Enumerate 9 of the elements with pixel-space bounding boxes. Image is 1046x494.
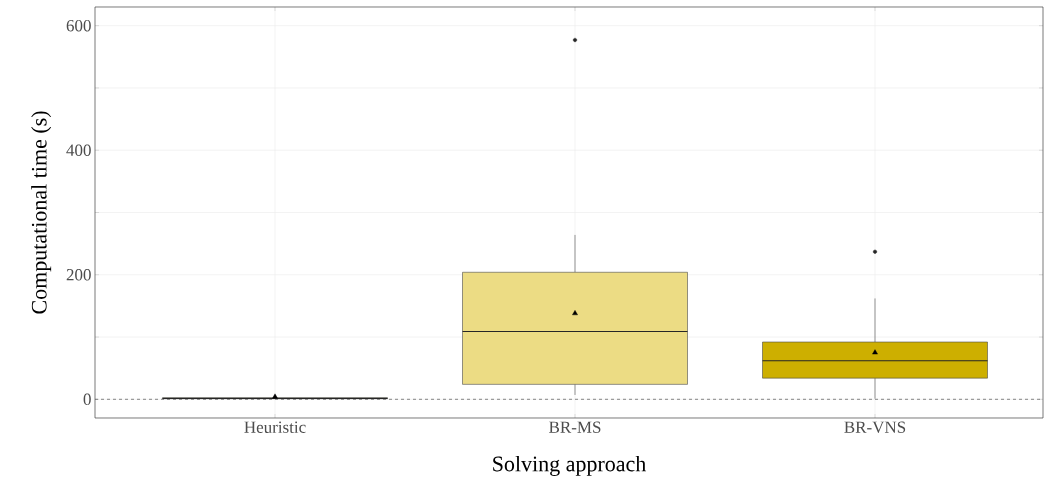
- y-tick-label: 600: [66, 19, 91, 32]
- x-axis-title: Solving approach: [493, 455, 647, 476]
- y-tick-label: 200: [66, 269, 91, 281]
- y-axis-title: Computational time (s): [31, 111, 52, 314]
- x-tick-label: BR-MS: [549, 421, 601, 433]
- x-tick-label: Heuristic: [244, 421, 306, 433]
- y-tick-label: 0: [83, 393, 91, 406]
- x-tick-label: BR-VNS: [844, 421, 906, 434]
- y-tick-label: 400: [66, 144, 91, 156]
